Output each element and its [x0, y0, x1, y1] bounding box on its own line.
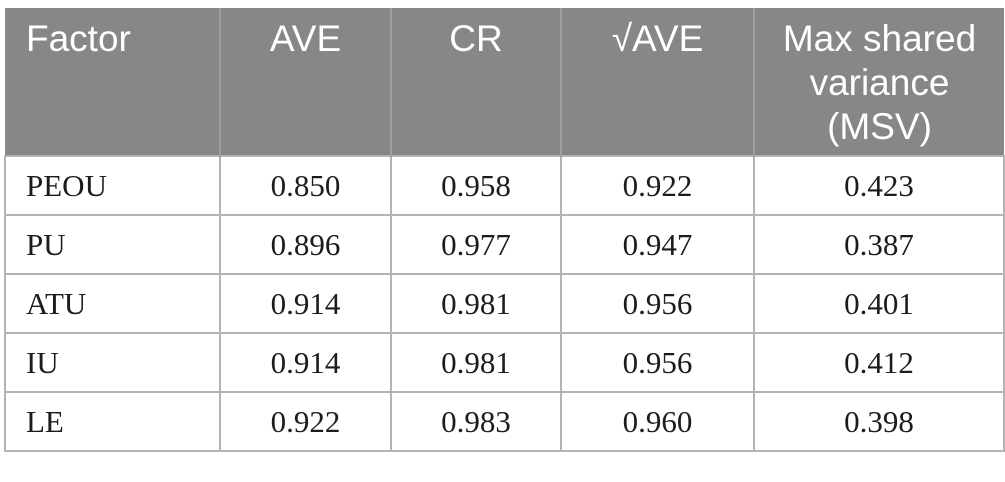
cell-factor: LE: [4, 391, 221, 452]
table-row: LE 0.922 0.983 0.960 0.398: [4, 391, 1005, 452]
cell-cr: 0.981: [390, 332, 562, 393]
cell-factor: PEOU: [4, 155, 221, 216]
cell-msv: 0.401: [753, 273, 1005, 334]
table-header: Factor AVE CR √AVE Max shared variance (…: [5, 8, 1004, 156]
cell-sqrt-ave: 0.947: [560, 214, 755, 275]
validity-table-container: Factor AVE CR √AVE Max shared variance (…: [4, 8, 1005, 452]
cell-factor: IU: [4, 332, 221, 393]
cell-ave: 0.914: [219, 332, 392, 393]
cell-sqrt-ave: 0.960: [560, 391, 755, 452]
header-ave: AVE: [219, 8, 391, 156]
cell-msv: 0.387: [753, 214, 1005, 275]
table-row: IU 0.914 0.981 0.956 0.412: [4, 332, 1005, 393]
cell-msv: 0.423: [753, 155, 1005, 216]
cell-cr: 0.958: [390, 155, 562, 216]
table-body: PEOU 0.850 0.958 0.922 0.423 PU 0.896 0.…: [4, 155, 1005, 452]
cell-factor: PU: [4, 214, 221, 275]
cell-factor: ATU: [4, 273, 221, 334]
cell-cr: 0.977: [390, 214, 562, 275]
cell-sqrt-ave: 0.922: [560, 155, 755, 216]
cell-ave: 0.922: [219, 391, 392, 452]
cell-ave: 0.850: [219, 155, 392, 216]
cell-ave: 0.896: [219, 214, 392, 275]
header-msv-label: Max shared variance (MSV): [782, 18, 977, 147]
cell-sqrt-ave: 0.956: [560, 332, 755, 393]
header-cr: CR: [390, 8, 561, 156]
table-row: ATU 0.914 0.981 0.956 0.401: [4, 273, 1005, 334]
header-factor: Factor: [5, 8, 220, 156]
table-row: PEOU 0.850 0.958 0.922 0.423: [4, 155, 1005, 216]
cell-msv: 0.398: [753, 391, 1005, 452]
header-sqrt-ave: √AVE: [560, 8, 754, 156]
cell-msv: 0.412: [753, 332, 1005, 393]
cell-ave: 0.914: [219, 273, 392, 334]
cell-sqrt-ave: 0.956: [560, 273, 755, 334]
discriminant-validity-table: Factor AVE CR √AVE Max shared variance (…: [4, 8, 1005, 452]
table-row: PU 0.896 0.977 0.947 0.387: [4, 214, 1005, 275]
header-msv: Max shared variance (MSV): [753, 8, 1004, 156]
header-row: Factor AVE CR √AVE Max shared variance (…: [5, 8, 1004, 156]
cell-cr: 0.981: [390, 273, 562, 334]
cell-cr: 0.983: [390, 391, 562, 452]
